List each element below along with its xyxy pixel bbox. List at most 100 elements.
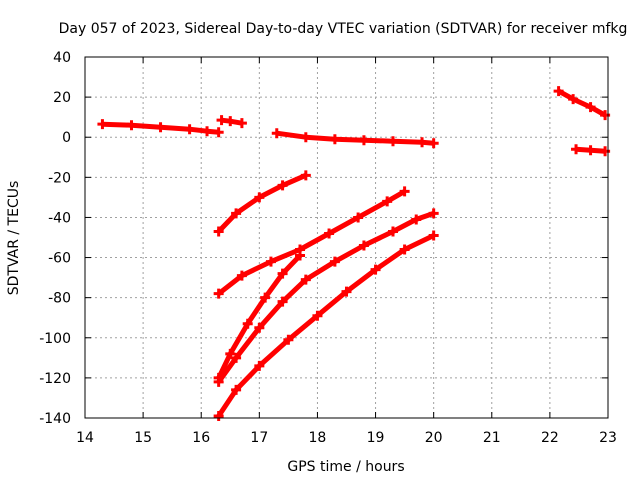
data-point (370, 264, 381, 275)
series-markers-track-9 (213, 208, 439, 387)
data-point (329, 134, 340, 145)
data-point (411, 214, 422, 225)
data-point (155, 122, 166, 133)
data-point (231, 384, 242, 395)
y-axis-label: SDTVAR / TECUs (6, 181, 22, 296)
y-tick-label: -140 (39, 411, 71, 427)
data-point (382, 196, 393, 207)
data-point (254, 322, 265, 333)
data-point (571, 144, 582, 155)
chart-title: Day 057 of 2023, Sidereal Day-to-day VTE… (59, 21, 628, 37)
y-tick-label: -20 (48, 170, 71, 186)
y-tick-label: -120 (39, 371, 71, 387)
data-point (254, 192, 265, 203)
x-axis-label: GPS time / hours (287, 459, 404, 475)
data-point (300, 274, 311, 285)
plot-frame (84, 56, 609, 419)
y-tick-label: 20 (53, 90, 71, 106)
data-point (184, 124, 195, 135)
data-point (231, 352, 242, 363)
data-point (277, 180, 288, 191)
data-point (225, 116, 236, 127)
x-tick-label: 18 (309, 430, 327, 446)
data-point (216, 115, 227, 126)
series-markers-track-7 (213, 186, 410, 299)
series-track-8 (216, 253, 302, 379)
x-tick-label: 20 (425, 430, 443, 446)
data-point (399, 186, 410, 197)
data-point (283, 334, 294, 345)
series-track-7 (217, 189, 406, 296)
data-point (295, 250, 306, 261)
data-point (329, 256, 340, 267)
data-point (568, 94, 579, 105)
data-point (417, 137, 428, 148)
data-point (236, 118, 247, 129)
x-axis-tick-labels: 14 15 16 17 18 19 20 21 22 23 (76, 430, 617, 446)
y-axis-tick-labels: -140 -120 -100 -80 -60 -40 -20 0 20 40 (39, 50, 71, 427)
grid-lines (85, 57, 608, 418)
series-markers-track-6 (213, 170, 311, 237)
data-point (300, 132, 311, 143)
x-tick-label: 22 (541, 430, 559, 446)
series-markers-track-5 (571, 144, 611, 157)
data-point (324, 228, 335, 239)
data-point (428, 230, 439, 241)
y-tick-label: -80 (48, 291, 71, 307)
data-point (399, 244, 410, 255)
data-series (97, 86, 611, 421)
data-point (213, 288, 224, 299)
x-tick-label: 23 (599, 430, 617, 446)
data-point (213, 376, 224, 387)
data-point (300, 170, 311, 181)
series-track-6 (216, 173, 307, 234)
y-tick-label: -100 (39, 331, 71, 347)
data-point (358, 240, 369, 251)
data-point (254, 360, 265, 371)
series-track-9 (216, 211, 435, 384)
data-point (213, 226, 224, 237)
data-point (428, 208, 439, 219)
data-point (242, 318, 253, 329)
data-point (213, 410, 224, 421)
data-point (97, 119, 108, 130)
y-tick-label: -40 (48, 210, 71, 226)
series-track-10 (216, 233, 435, 418)
x-tick-label: 17 (250, 430, 268, 446)
data-point (213, 127, 224, 138)
series-markers-track-2 (216, 115, 247, 129)
data-point (236, 270, 247, 281)
data-point (387, 226, 398, 237)
series-track-4 (557, 88, 607, 118)
data-point (277, 268, 288, 279)
series-markers-track-10 (213, 230, 439, 421)
data-point (312, 310, 323, 321)
data-point (271, 128, 282, 139)
x-tick-label: 15 (134, 430, 152, 446)
data-point (353, 212, 364, 223)
x-tick-label: 14 (76, 430, 94, 446)
data-point (260, 292, 271, 303)
data-point (231, 208, 242, 219)
data-point (428, 138, 439, 149)
data-point (341, 286, 352, 297)
x-tick-label: 16 (192, 430, 210, 446)
data-point (202, 126, 213, 137)
data-point (387, 136, 398, 147)
x-tick-label: 21 (483, 430, 501, 446)
axis-ticks (84, 56, 609, 419)
data-point (126, 120, 137, 131)
data-point (358, 135, 369, 146)
data-point (225, 348, 236, 359)
data-point (585, 102, 596, 113)
data-point (265, 256, 276, 267)
data-point (600, 146, 611, 157)
data-point (585, 145, 596, 156)
y-tick-label: 0 (62, 130, 71, 146)
x-tick-label: 19 (367, 430, 385, 446)
series-markers-track-4 (553, 86, 611, 121)
series-track-3 (276, 130, 434, 146)
y-tick-label: -60 (48, 251, 71, 267)
data-point (277, 296, 288, 307)
